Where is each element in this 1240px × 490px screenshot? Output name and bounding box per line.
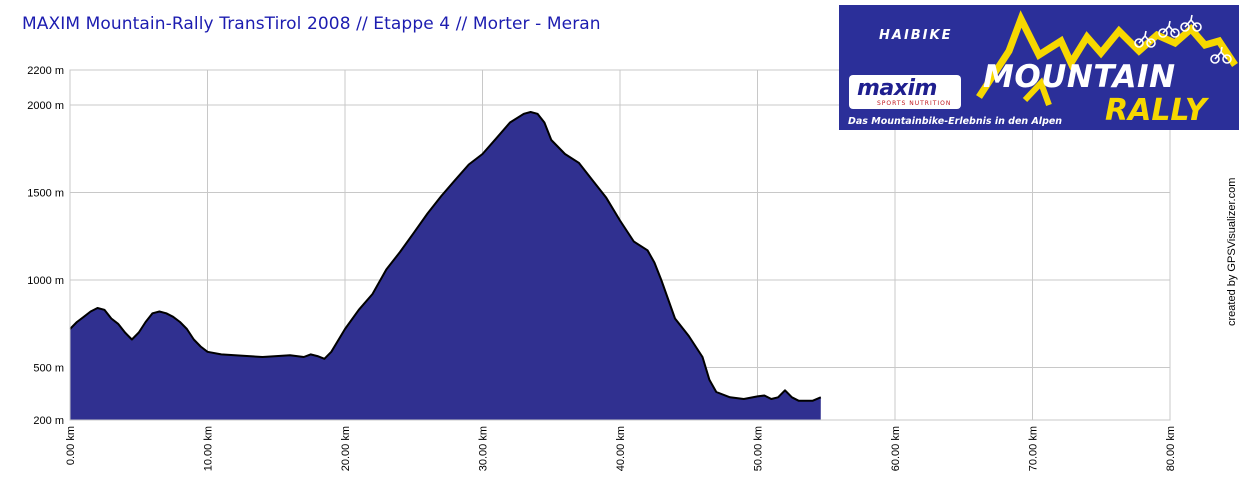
logo-sponsor-badge [849,75,961,109]
x-tick-label: 80.00 km [1165,426,1177,471]
elevation-line [69,111,822,402]
x-tick-label: 10.00 km [203,426,215,471]
y-tick-label: 1000 m [27,275,64,287]
logo-tagline: Das Mountainbike-Erlebnis in den Alpen [848,116,1063,127]
y-tick-label: 500 m [33,363,64,375]
logo-word-mountain: MOUNTAIN [983,59,1176,95]
axes [69,69,1171,421]
x-axis-ticks: 0.00 km 10.00 km 20.00 km 30.00 km 40.00 km 5… [65,426,1177,471]
y-tick-label: 200 m [33,415,64,427]
elevation-series [69,111,822,420]
x-tick-label: 60.00 km [890,426,902,471]
logo-sponsor-subtext: SPORTS NUTRITION [877,100,952,107]
x-tick-label: 20.00 km [340,426,352,471]
x-tick-label: 30.00 km [478,426,490,471]
y-tick-label: 1500 m [27,188,64,200]
mountain-rally-logo: HAIBIKE maxim SPORTS NUTRITION MOUNTAIN … [839,5,1239,130]
x-tick-label: 0.00 km [65,426,77,465]
y-tick-label: 2200 m [27,65,64,77]
logo-brand-text: HAIBIKE [879,28,953,43]
logo-sponsor-text: maxim [857,76,937,101]
x-tick-label: 70.00 km [1028,426,1040,471]
y-axis-ticks: 200 m 500 m 1000 m 1500 m 2000 m 2200 m [27,65,64,427]
logo-mountain-graphic [976,10,1238,107]
credit-text: created by GPSVisualizer.com [1226,177,1238,326]
x-tick-label: 50.00 km [753,426,765,471]
x-tick-label: 40.00 km [615,426,627,471]
logo-word-rally: RALLY [1105,93,1207,128]
y-tick-label: 2000 m [27,100,64,112]
chart-title: MAXIM Mountain-Rally TransTirol 2008 // … [22,14,601,34]
elevation-area [70,112,821,420]
